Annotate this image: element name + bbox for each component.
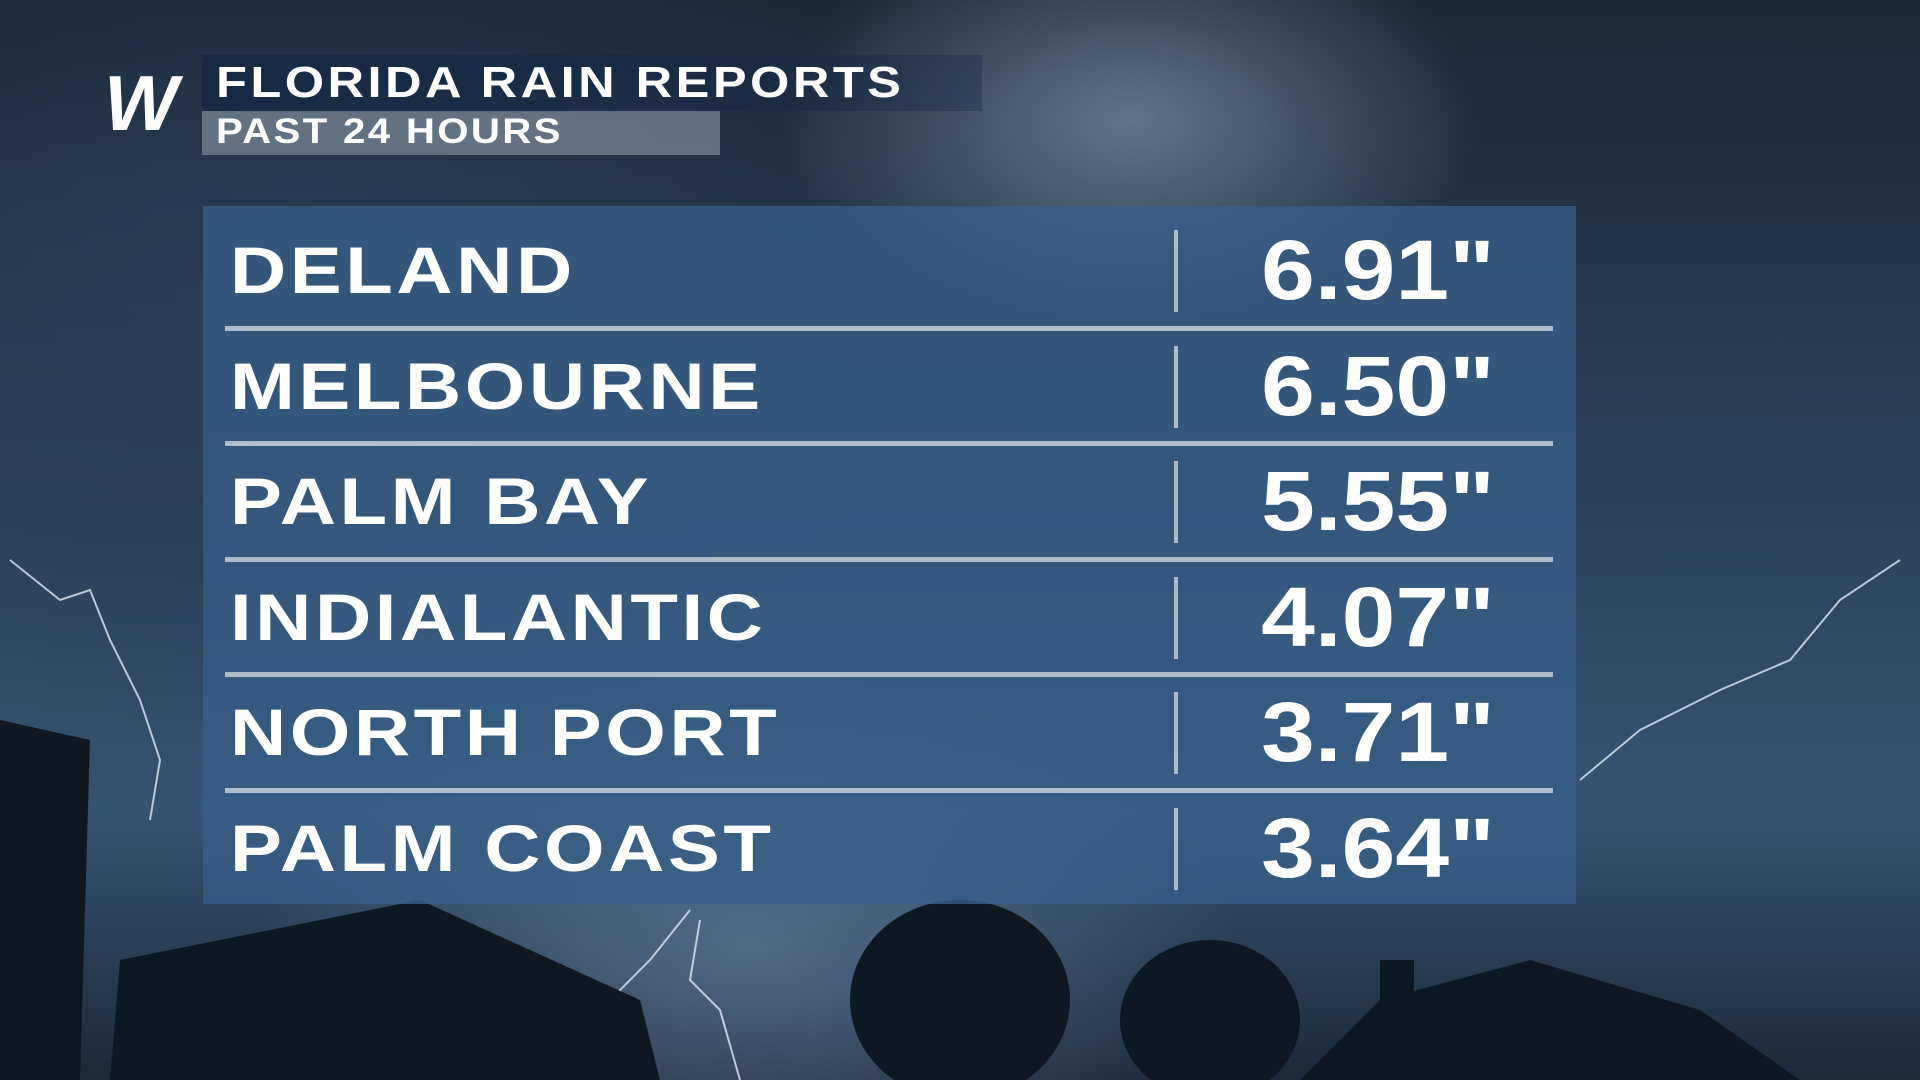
rain-amount: 5.55" [1261, 454, 1495, 548]
title: FLORIDA RAIN REPORTS [216, 58, 905, 107]
row-divider [225, 787, 1553, 793]
row-divider [225, 441, 1553, 446]
table-row: PALM BAY 5.55" [203, 443, 1576, 559]
rain-amount: 3.64" [1261, 800, 1495, 895]
city: PALM BAY [230, 464, 653, 538]
rain-table: DELAND 6.91" MELBOURNE 6.50" PALM BAY 5.55" IN… [203, 206, 1576, 904]
subtitle-bar [202, 111, 720, 155]
city: MELBOURNE [230, 348, 764, 423]
column-divider [1174, 230, 1178, 312]
row-divider [225, 556, 1553, 562]
table-row: PALM COAST 3.64" [203, 790, 1576, 906]
rain-amount: 6.91" [1261, 223, 1495, 317]
row-divider [225, 672, 1553, 677]
rain-amount: 4.07" [1261, 569, 1495, 664]
logo: W [104, 59, 178, 147]
city: PALM COAST [230, 810, 775, 885]
rain-amount: 3.71" [1261, 685, 1495, 779]
column-divider [1174, 461, 1178, 543]
city: INDIALANTIC [230, 579, 767, 654]
column-divider [1174, 807, 1178, 890]
column-divider [1174, 692, 1178, 774]
city: NORTH PORT [230, 695, 781, 769]
row-divider [225, 325, 1553, 331]
column-divider [1174, 345, 1178, 428]
subtitle: PAST 24 HOURS [216, 112, 563, 151]
city: DELAND [230, 233, 576, 307]
title-bar [202, 55, 982, 111]
table-row: MELBOURNE 6.50" [203, 328, 1576, 444]
table-row: DELAND 6.91" [203, 212, 1576, 328]
table-row: NORTH PORT 3.71" [203, 674, 1576, 790]
rain-amount: 6.50" [1261, 338, 1495, 433]
column-divider [1174, 576, 1178, 659]
table-row: INDIALANTIC 4.07" [203, 559, 1576, 675]
